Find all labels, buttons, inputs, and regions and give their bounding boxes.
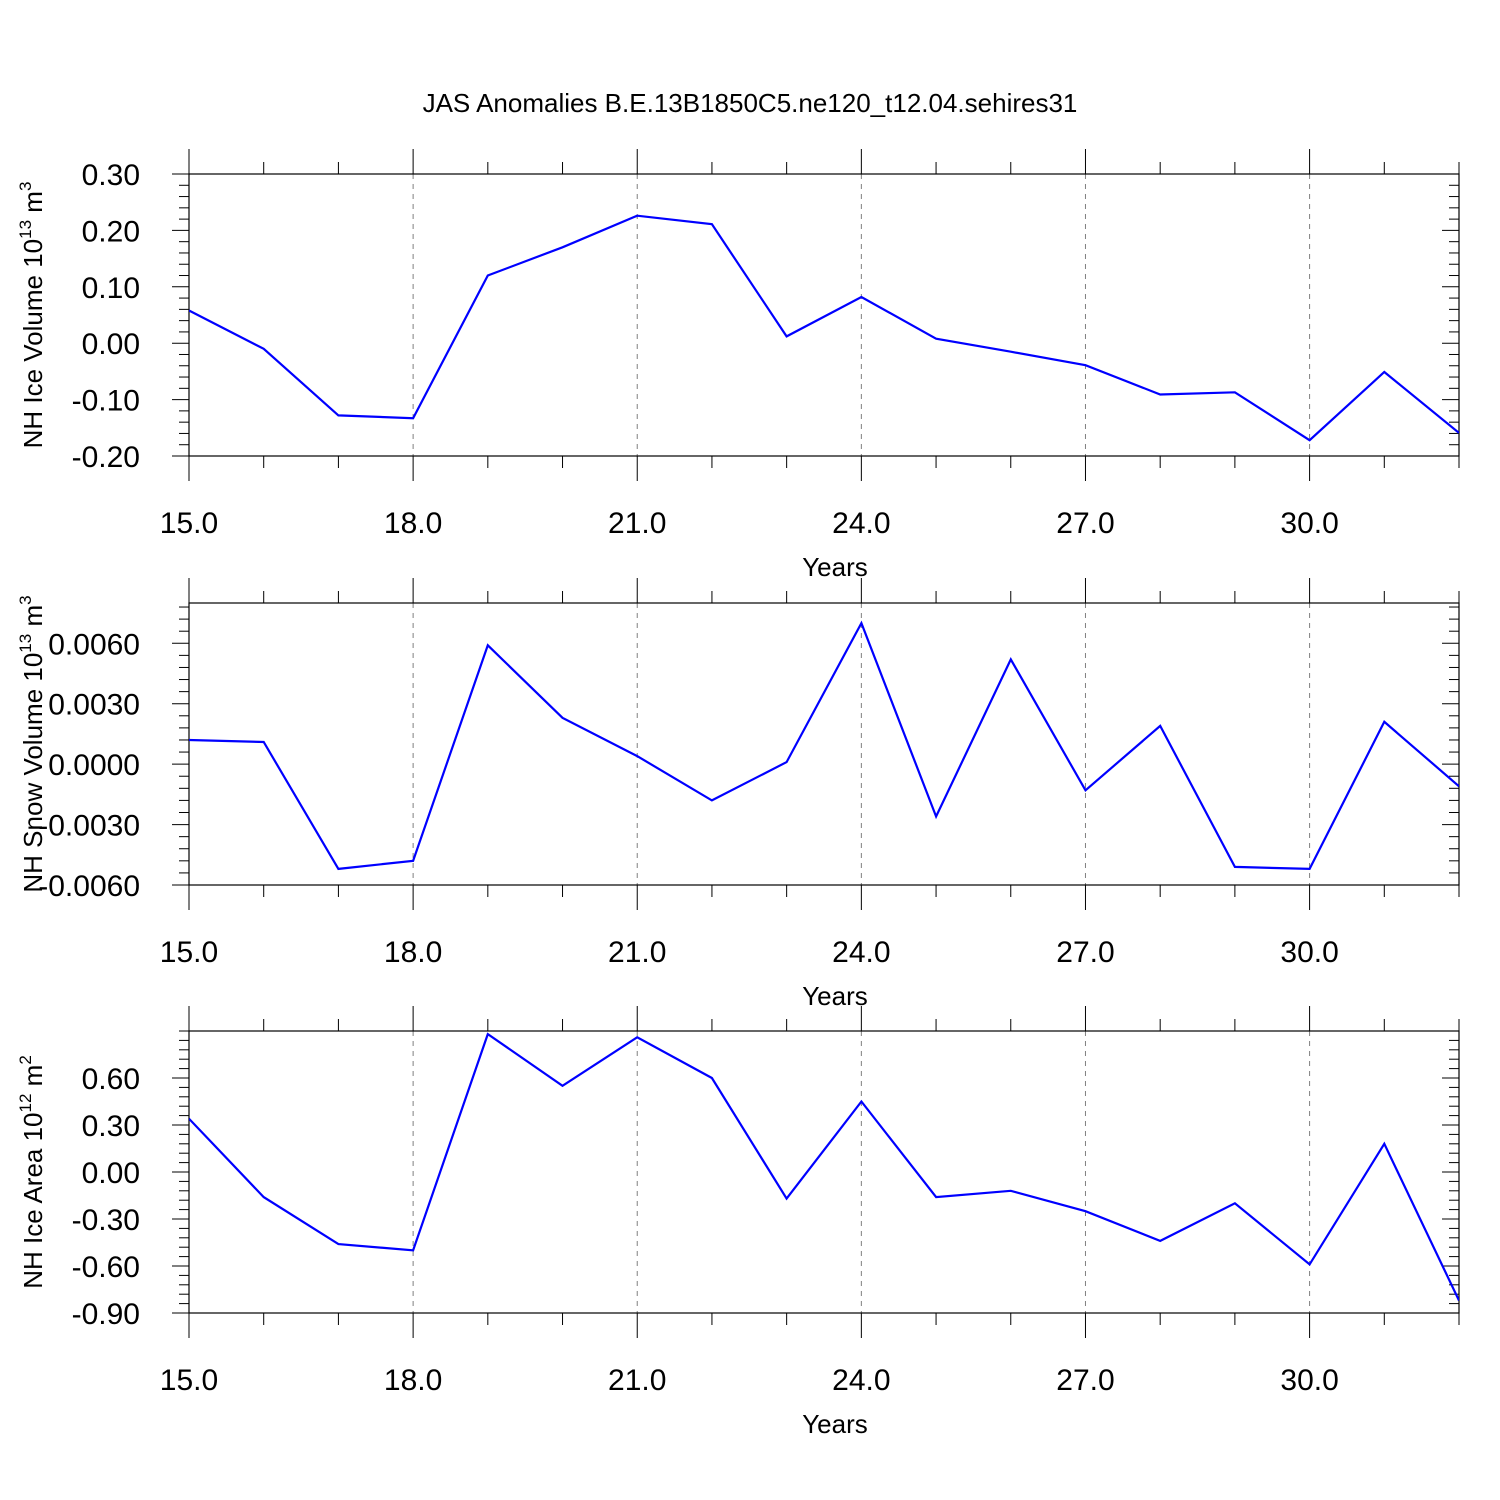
x-tick-label: 18.0 (384, 507, 442, 540)
x-tick-label: 21.0 (608, 507, 666, 540)
x-tick-label: 24.0 (832, 936, 890, 969)
figure-title: JAS Anomalies B.E.13B1850C5.ne120_t12.04… (423, 88, 1078, 118)
y-axis-label-text: NH Snow Volume 10 (18, 653, 48, 893)
x-axis-label: Years (802, 981, 868, 1011)
x-axis-label: Years (802, 552, 868, 582)
y-tick-label: 0.0000 (48, 749, 140, 782)
y-tick-label: 0.00 (82, 328, 140, 361)
y-axis-label: NH Snow Volume 1013 m3 (16, 595, 48, 892)
y-axis-label-text: NH Ice Area 10 (18, 1112, 48, 1288)
y-tick-label: -0.60 (72, 1251, 140, 1284)
y-tick-label: 0.0060 (48, 628, 140, 661)
x-tick-label: 24.0 (832, 1364, 890, 1397)
x-tick-label: 24.0 (832, 507, 890, 540)
series-line (189, 214, 1459, 442)
series-line (189, 620, 1459, 871)
y-axis-label: NH Ice Area 1012 m2 (16, 1055, 48, 1289)
x-tick-label: 21.0 (608, 936, 666, 969)
y-axis-label-superscript: 13 (16, 634, 35, 653)
panel-1: -0.20 -0.10 0.00 0.10 0.20 0.30 15.0 18.0 21.0 24… (16, 149, 1460, 582)
x-tick-label: 27.0 (1056, 1364, 1114, 1397)
panel-2: -0.0060 -0.0030 0.0000 0.0030 0.0060 15.0 18.0… (16, 578, 1460, 1011)
y-tick-label: -0.10 (72, 385, 140, 418)
x-tick-label: 30.0 (1280, 507, 1338, 540)
x-tick-label: 15.0 (160, 507, 218, 540)
y-tick-label: 0.20 (82, 215, 140, 248)
x-tick-label: 18.0 (384, 936, 442, 969)
y-tick-label: 0.00 (82, 1157, 140, 1190)
y-axis-label-superscript: 3 (16, 182, 35, 191)
y-axis-label-superscript: 3 (16, 595, 35, 604)
y-axis-label-superscript: 13 (16, 220, 35, 239)
y-axis-label: NH Ice Volume 1013 m3 (16, 182, 48, 449)
plot-frame (188, 1030, 1460, 1314)
y-tick-label: 0.0030 (48, 689, 140, 722)
x-axis-label: Years (802, 1409, 868, 1439)
y-tick-label: -0.0060 (38, 870, 140, 903)
y-tick-label: -0.90 (72, 1298, 140, 1331)
x-tick-label: 30.0 (1280, 1364, 1338, 1397)
plot-frame (188, 602, 1460, 886)
plot-frame (188, 173, 1460, 457)
y-tick-label: -0.20 (72, 441, 140, 474)
y-tick-label: 0.60 (82, 1063, 140, 1096)
y-axis-label-text: NH Ice Volume 10 (18, 239, 48, 449)
x-tick-label: 21.0 (608, 1364, 666, 1397)
x-tick-label: 15.0 (160, 1364, 218, 1397)
y-tick-label: -0.30 (72, 1204, 140, 1237)
y-axis-label-text: m (18, 1065, 48, 1094)
panel-3: -0.90 -0.60 -0.30 0.00 0.30 0.60 15.0 18.0 21.0 2… (16, 1006, 1460, 1439)
y-axis-label-superscript: 2 (16, 1055, 35, 1064)
x-tick-label: 15.0 (160, 936, 218, 969)
x-tick-label: 27.0 (1056, 507, 1114, 540)
y-tick-label: -0.0030 (38, 810, 140, 843)
x-tick-label: 27.0 (1056, 936, 1114, 969)
y-tick-label: 0.10 (82, 272, 140, 305)
y-axis-label-text: m (18, 191, 48, 220)
y-axis-label-superscript: 12 (16, 1094, 35, 1113)
x-tick-label: 30.0 (1280, 936, 1338, 969)
y-tick-label: 0.30 (82, 1110, 140, 1143)
series-line (189, 1032, 1459, 1301)
x-tick-label: 18.0 (384, 1364, 442, 1397)
y-tick-label: 0.30 (82, 159, 140, 192)
y-axis-label-text: m (18, 605, 48, 634)
